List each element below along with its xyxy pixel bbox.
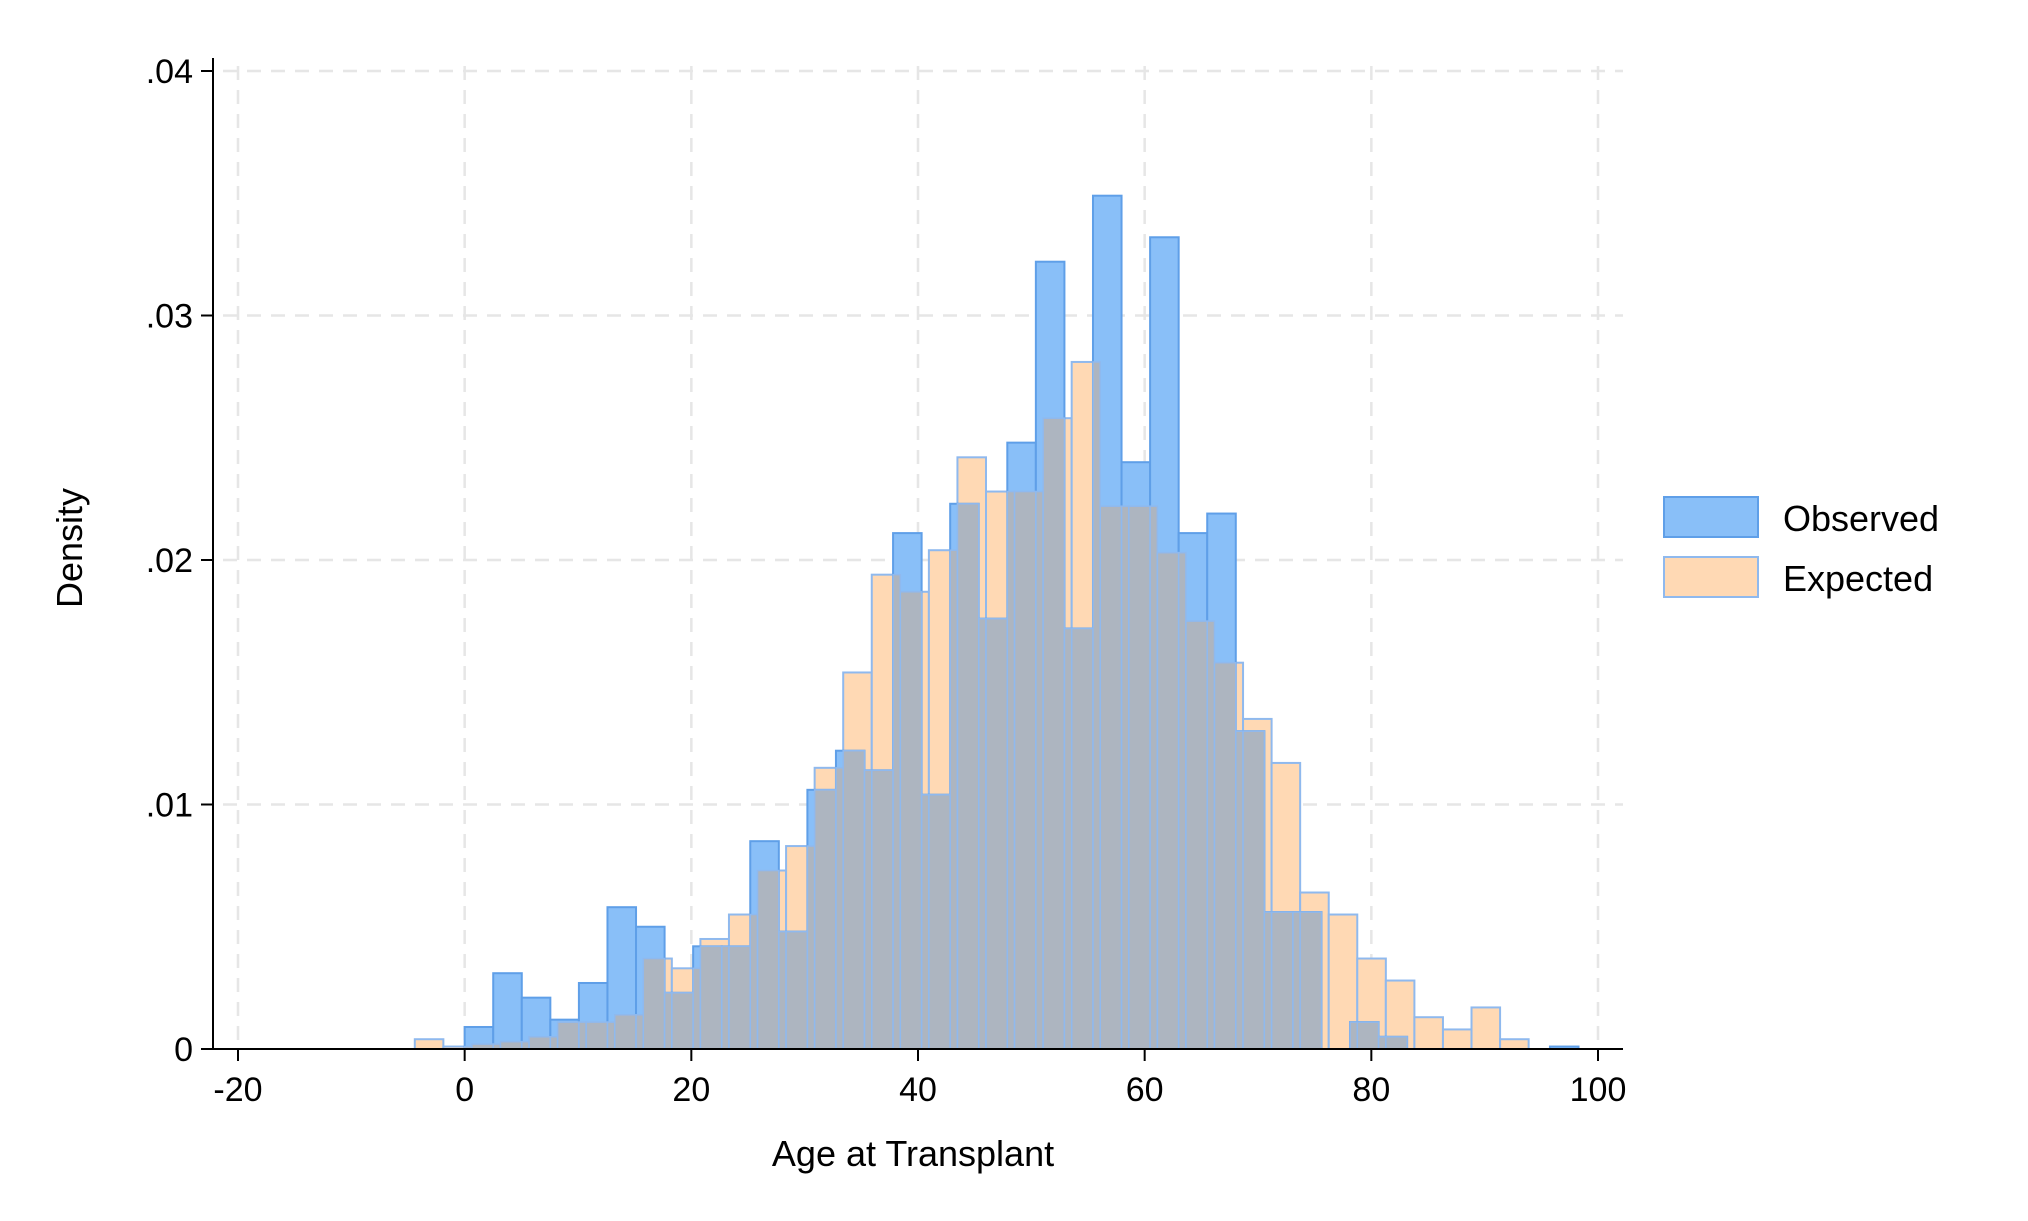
bar-overlap [528, 1036, 552, 1050]
bar-overlap [1299, 911, 1323, 1050]
bar-overlap [871, 769, 894, 1050]
bar-overlap [1013, 490, 1037, 1050]
bar-overlap [1235, 730, 1244, 1050]
bar-overlap [521, 1040, 530, 1050]
bar-overlap [578, 1021, 587, 1050]
bar-overlap [892, 573, 902, 1050]
bar-overlap [1206, 620, 1216, 1050]
bar-overlap [778, 930, 787, 1050]
bar-overlap [585, 1021, 609, 1050]
bar-overlap [671, 992, 694, 1050]
x-tick-label: 60 [1126, 1071, 1164, 1109]
bar-overlap [842, 749, 866, 1050]
bar-overlap [749, 913, 759, 1050]
bar-overlap [785, 930, 809, 1050]
bar-overlap [1177, 551, 1187, 1050]
bar-overlap [756, 869, 780, 1050]
bar-expected [1413, 1016, 1444, 1051]
bar-overlap [1270, 911, 1294, 1050]
bar-overlap [977, 617, 987, 1050]
x-axis-label: Age at Transplant [772, 1133, 1054, 1174]
bar-overlap [1156, 551, 1180, 1050]
bar-overlap [613, 1014, 637, 1050]
bar-overlap [499, 1040, 523, 1050]
bar-overlap [1006, 490, 1016, 1050]
bar-overlap [692, 967, 702, 1050]
bar-overlap [1377, 1036, 1387, 1050]
bar-overlap [549, 1036, 559, 1050]
bar-overlap [956, 503, 980, 1050]
bars [413, 194, 1580, 1051]
bar-overlap [920, 793, 930, 1050]
bar-expected [413, 1038, 445, 1050]
legend: Observed Expected [1663, 496, 1939, 599]
bar-overlap [1149, 505, 1159, 1050]
bar-overlap [1035, 490, 1044, 1050]
y-tick-label: .02 [146, 542, 193, 580]
y-axis-label: Density [49, 488, 90, 608]
bar-overlap [1349, 1021, 1359, 1050]
bar-overlap [899, 591, 923, 1050]
x-tick-label: 80 [1352, 1071, 1390, 1109]
legend-label-expected: Expected [1783, 558, 1933, 599]
bar-observed [492, 972, 523, 1051]
y-tick-label: .01 [146, 787, 193, 825]
y-tick-label: .04 [146, 53, 193, 91]
bar-overlap [635, 1014, 645, 1050]
legend-swatch-expected [1663, 556, 1759, 598]
bar-overlap [985, 617, 1009, 1050]
bar-overlap [1092, 361, 1101, 1050]
bar-overlap [928, 793, 951, 1050]
bar-overlap [806, 845, 816, 1050]
bar-overlap [863, 769, 873, 1050]
ticks: 0 .01 .02 .03 .04 -20 0 20 40 60 80 100 [146, 53, 1627, 1109]
bar-overlap [720, 945, 730, 1050]
bar-overlap [642, 957, 666, 1050]
bar-overlap [1356, 1021, 1380, 1050]
bar-overlap [1042, 417, 1066, 1050]
bar-overlap [1213, 661, 1237, 1050]
bar-overlap [663, 992, 673, 1050]
bar-overlap [1185, 620, 1208, 1050]
bar-overlap [1128, 505, 1151, 1050]
bar-overlap [1099, 505, 1123, 1050]
y-tick-label: .03 [146, 298, 193, 336]
x-tick-label: 0 [455, 1071, 474, 1109]
x-tick-label: 20 [672, 1071, 710, 1109]
x-tick-label: 100 [1570, 1071, 1627, 1109]
bar-overlap [1292, 911, 1301, 1050]
bar-overlap [1063, 627, 1073, 1050]
bar-overlap [835, 767, 844, 1050]
bar-expected [1470, 1006, 1502, 1050]
bar-overlap [606, 1021, 616, 1050]
x-tick-label: 40 [899, 1071, 937, 1109]
bar-overlap [1263, 911, 1273, 1050]
legend-swatch-observed [1663, 496, 1759, 538]
x-tick-label: -20 [213, 1071, 262, 1109]
legend-label-observed: Observed [1783, 498, 1939, 539]
bar-expected [1499, 1038, 1530, 1050]
y-tick-label: 0 [174, 1031, 193, 1069]
bar-overlap [1242, 730, 1266, 1050]
bar-overlap [728, 945, 752, 1050]
bar-overlap [813, 789, 837, 1050]
bar-overlap [1120, 505, 1130, 1050]
bar-overlap [1070, 627, 1094, 1050]
bar-overlap [556, 1021, 580, 1050]
bar-overlap [949, 549, 959, 1050]
bar-expected [1441, 1028, 1473, 1050]
bar-overlap [1385, 1036, 1408, 1050]
bar-overlap [699, 945, 723, 1050]
